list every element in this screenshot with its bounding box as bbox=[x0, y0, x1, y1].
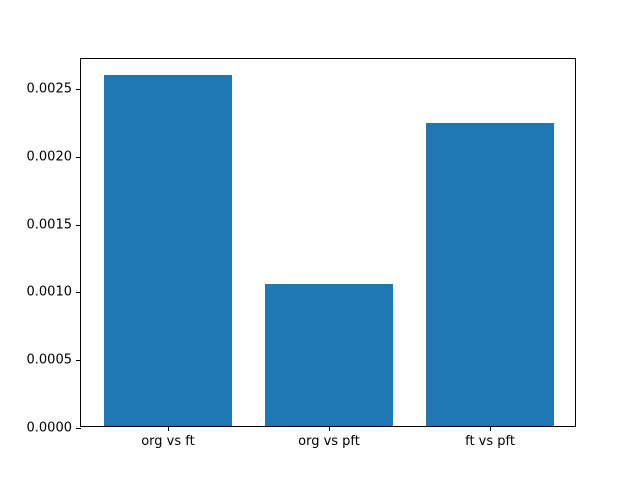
y-tick-label: 0.0000 bbox=[26, 420, 73, 436]
x-tick-label: org vs ft bbox=[141, 434, 195, 449]
y-tick-label: 0.0025 bbox=[26, 81, 73, 97]
bar-org-vs-ft bbox=[103, 74, 233, 426]
plot-area: 0.0000 0.0005 0.0010 0.0015 0.0020 0.0025 org… bbox=[27, 58, 576, 448]
x-tick-label: org vs pft bbox=[298, 434, 360, 449]
y-tick-label: 0.0010 bbox=[26, 284, 73, 300]
y-tick-label: 0.0005 bbox=[26, 352, 73, 368]
y-tick-mark bbox=[76, 428, 81, 429]
bars-container bbox=[81, 59, 575, 426]
y-tick-label: 0.0020 bbox=[26, 149, 73, 165]
y-tick-label: 0.0015 bbox=[26, 217, 73, 232]
y-tick-mark bbox=[76, 292, 81, 294]
y-tick-mark bbox=[76, 224, 81, 226]
x-tick-label: ft vs pft bbox=[465, 434, 515, 449]
x-tick-mark bbox=[329, 426, 330, 431]
x-axis-ticks: org vs ft org vs pft ft vs pft bbox=[81, 59, 575, 448]
bar-org-vs-pft bbox=[264, 283, 394, 426]
y-tick-mark bbox=[76, 156, 81, 158]
x-tick-mark bbox=[167, 426, 169, 431]
y-tick-mark bbox=[76, 360, 81, 362]
y-axis-ticks: 0.0000 0.0005 0.0010 0.0015 0.0020 0.0025 bbox=[27, 59, 575, 435]
x-tick-mark bbox=[490, 426, 492, 431]
y-tick-mark bbox=[76, 88, 81, 90]
bar-ft-vs-pft bbox=[425, 123, 555, 426]
